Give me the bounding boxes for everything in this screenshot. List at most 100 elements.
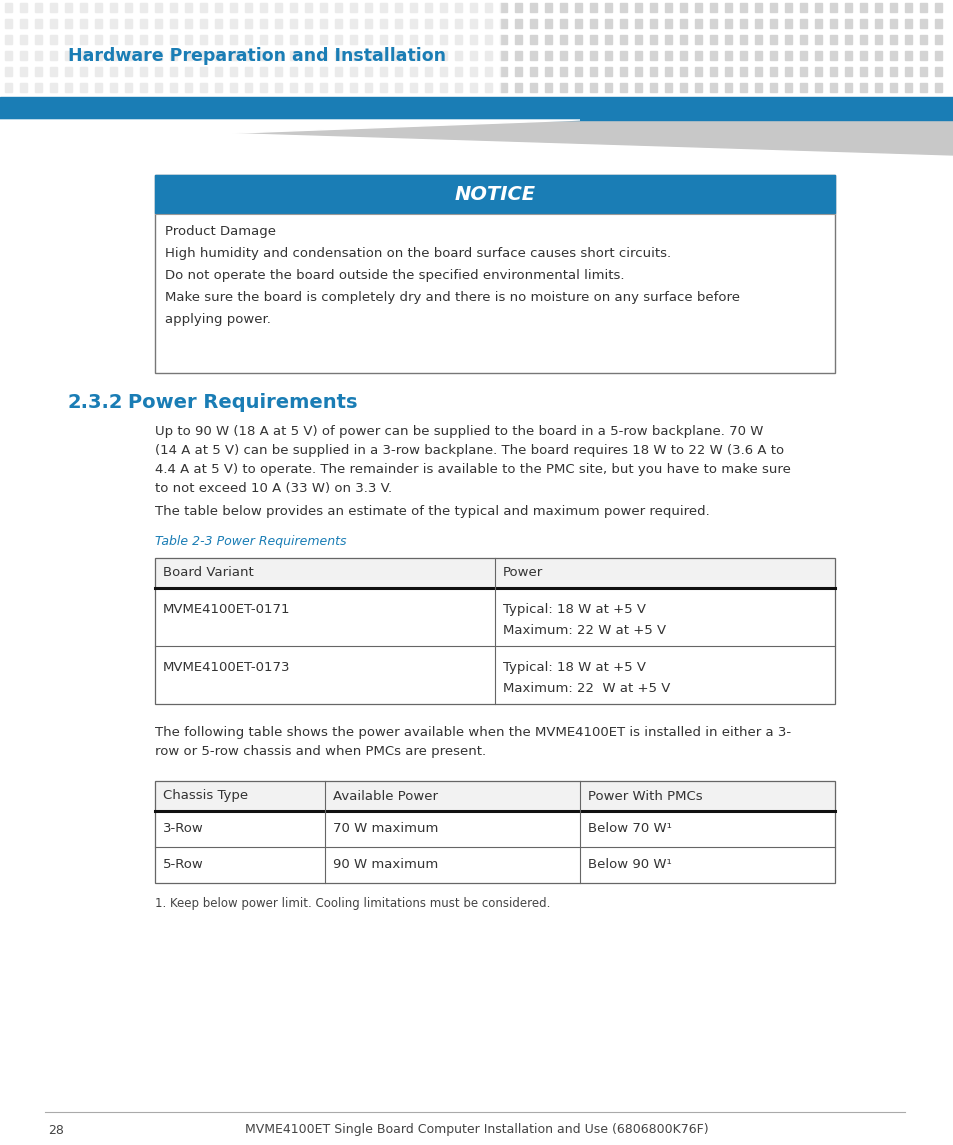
Bar — [679, 3, 686, 11]
Bar — [260, 3, 267, 11]
Bar — [319, 52, 327, 60]
Bar — [365, 35, 372, 44]
Bar — [319, 19, 327, 27]
Bar — [530, 68, 537, 76]
Bar — [410, 52, 416, 60]
Bar — [35, 68, 42, 76]
Bar — [350, 68, 356, 76]
Polygon shape — [0, 120, 953, 155]
Bar — [245, 82, 252, 92]
Bar — [410, 19, 416, 27]
Bar — [709, 3, 717, 11]
Bar — [200, 82, 207, 92]
Bar — [439, 68, 447, 76]
Bar — [470, 52, 476, 60]
Bar — [635, 35, 641, 44]
Bar — [65, 68, 71, 76]
Bar — [350, 52, 356, 60]
Bar — [619, 68, 626, 76]
Bar — [740, 35, 746, 44]
Bar — [35, 3, 42, 11]
Bar — [724, 3, 731, 11]
Bar — [649, 3, 657, 11]
Bar — [709, 35, 717, 44]
Bar — [80, 68, 87, 76]
Bar — [170, 68, 177, 76]
Bar — [664, 68, 671, 76]
Bar — [484, 52, 492, 60]
Bar — [709, 68, 717, 76]
Bar — [65, 19, 71, 27]
Bar — [544, 3, 552, 11]
Bar — [260, 19, 267, 27]
Bar — [214, 3, 222, 11]
Bar — [695, 68, 701, 76]
Bar — [589, 19, 597, 27]
Bar — [619, 35, 626, 44]
Bar — [35, 52, 42, 60]
Bar — [140, 35, 147, 44]
Bar — [350, 82, 356, 92]
Text: Maximum: 22  W at +5 V: Maximum: 22 W at +5 V — [502, 682, 670, 695]
Bar — [290, 19, 296, 27]
Bar — [230, 52, 236, 60]
Bar — [395, 19, 401, 27]
Bar — [335, 19, 341, 27]
Bar — [530, 35, 537, 44]
Bar — [754, 82, 761, 92]
Bar — [664, 35, 671, 44]
Bar — [589, 3, 597, 11]
Bar — [740, 52, 746, 60]
Bar — [649, 35, 657, 44]
Bar — [889, 82, 896, 92]
Bar — [200, 19, 207, 27]
Bar — [800, 82, 806, 92]
Bar — [919, 19, 926, 27]
Bar — [635, 52, 641, 60]
Bar — [664, 82, 671, 92]
Bar — [110, 68, 117, 76]
Bar — [214, 68, 222, 76]
Bar — [919, 35, 926, 44]
Text: Make sure the board is completely dry and there is no moisture on any surface be: Make sure the board is completely dry an… — [165, 291, 740, 305]
Bar — [724, 82, 731, 92]
Bar — [814, 52, 821, 60]
Bar — [95, 3, 102, 11]
Bar — [319, 82, 327, 92]
Bar — [635, 3, 641, 11]
Bar — [80, 82, 87, 92]
Bar — [230, 3, 236, 11]
Bar — [740, 68, 746, 76]
Bar — [319, 68, 327, 76]
Bar — [230, 35, 236, 44]
Bar — [365, 3, 372, 11]
Bar — [679, 52, 686, 60]
Bar — [455, 3, 461, 11]
Bar — [769, 52, 776, 60]
Bar — [934, 82, 941, 92]
Bar — [290, 52, 296, 60]
Bar — [20, 68, 27, 76]
Polygon shape — [0, 120, 579, 142]
Bar — [5, 52, 12, 60]
Bar — [859, 19, 866, 27]
Bar — [185, 68, 192, 76]
Text: Do not operate the board outside the specified environmental limits.: Do not operate the board outside the spe… — [165, 269, 624, 282]
Bar — [784, 35, 791, 44]
Bar — [619, 19, 626, 27]
Bar — [110, 35, 117, 44]
Bar — [934, 19, 941, 27]
Text: 28: 28 — [48, 1123, 64, 1137]
Bar — [530, 52, 537, 60]
Bar — [484, 82, 492, 92]
Bar — [530, 19, 537, 27]
Bar — [844, 35, 851, 44]
Bar — [814, 35, 821, 44]
Bar — [274, 68, 282, 76]
Bar — [724, 52, 731, 60]
Bar — [185, 82, 192, 92]
Bar — [35, 35, 42, 44]
Bar — [35, 82, 42, 92]
Bar — [784, 3, 791, 11]
Bar — [844, 19, 851, 27]
